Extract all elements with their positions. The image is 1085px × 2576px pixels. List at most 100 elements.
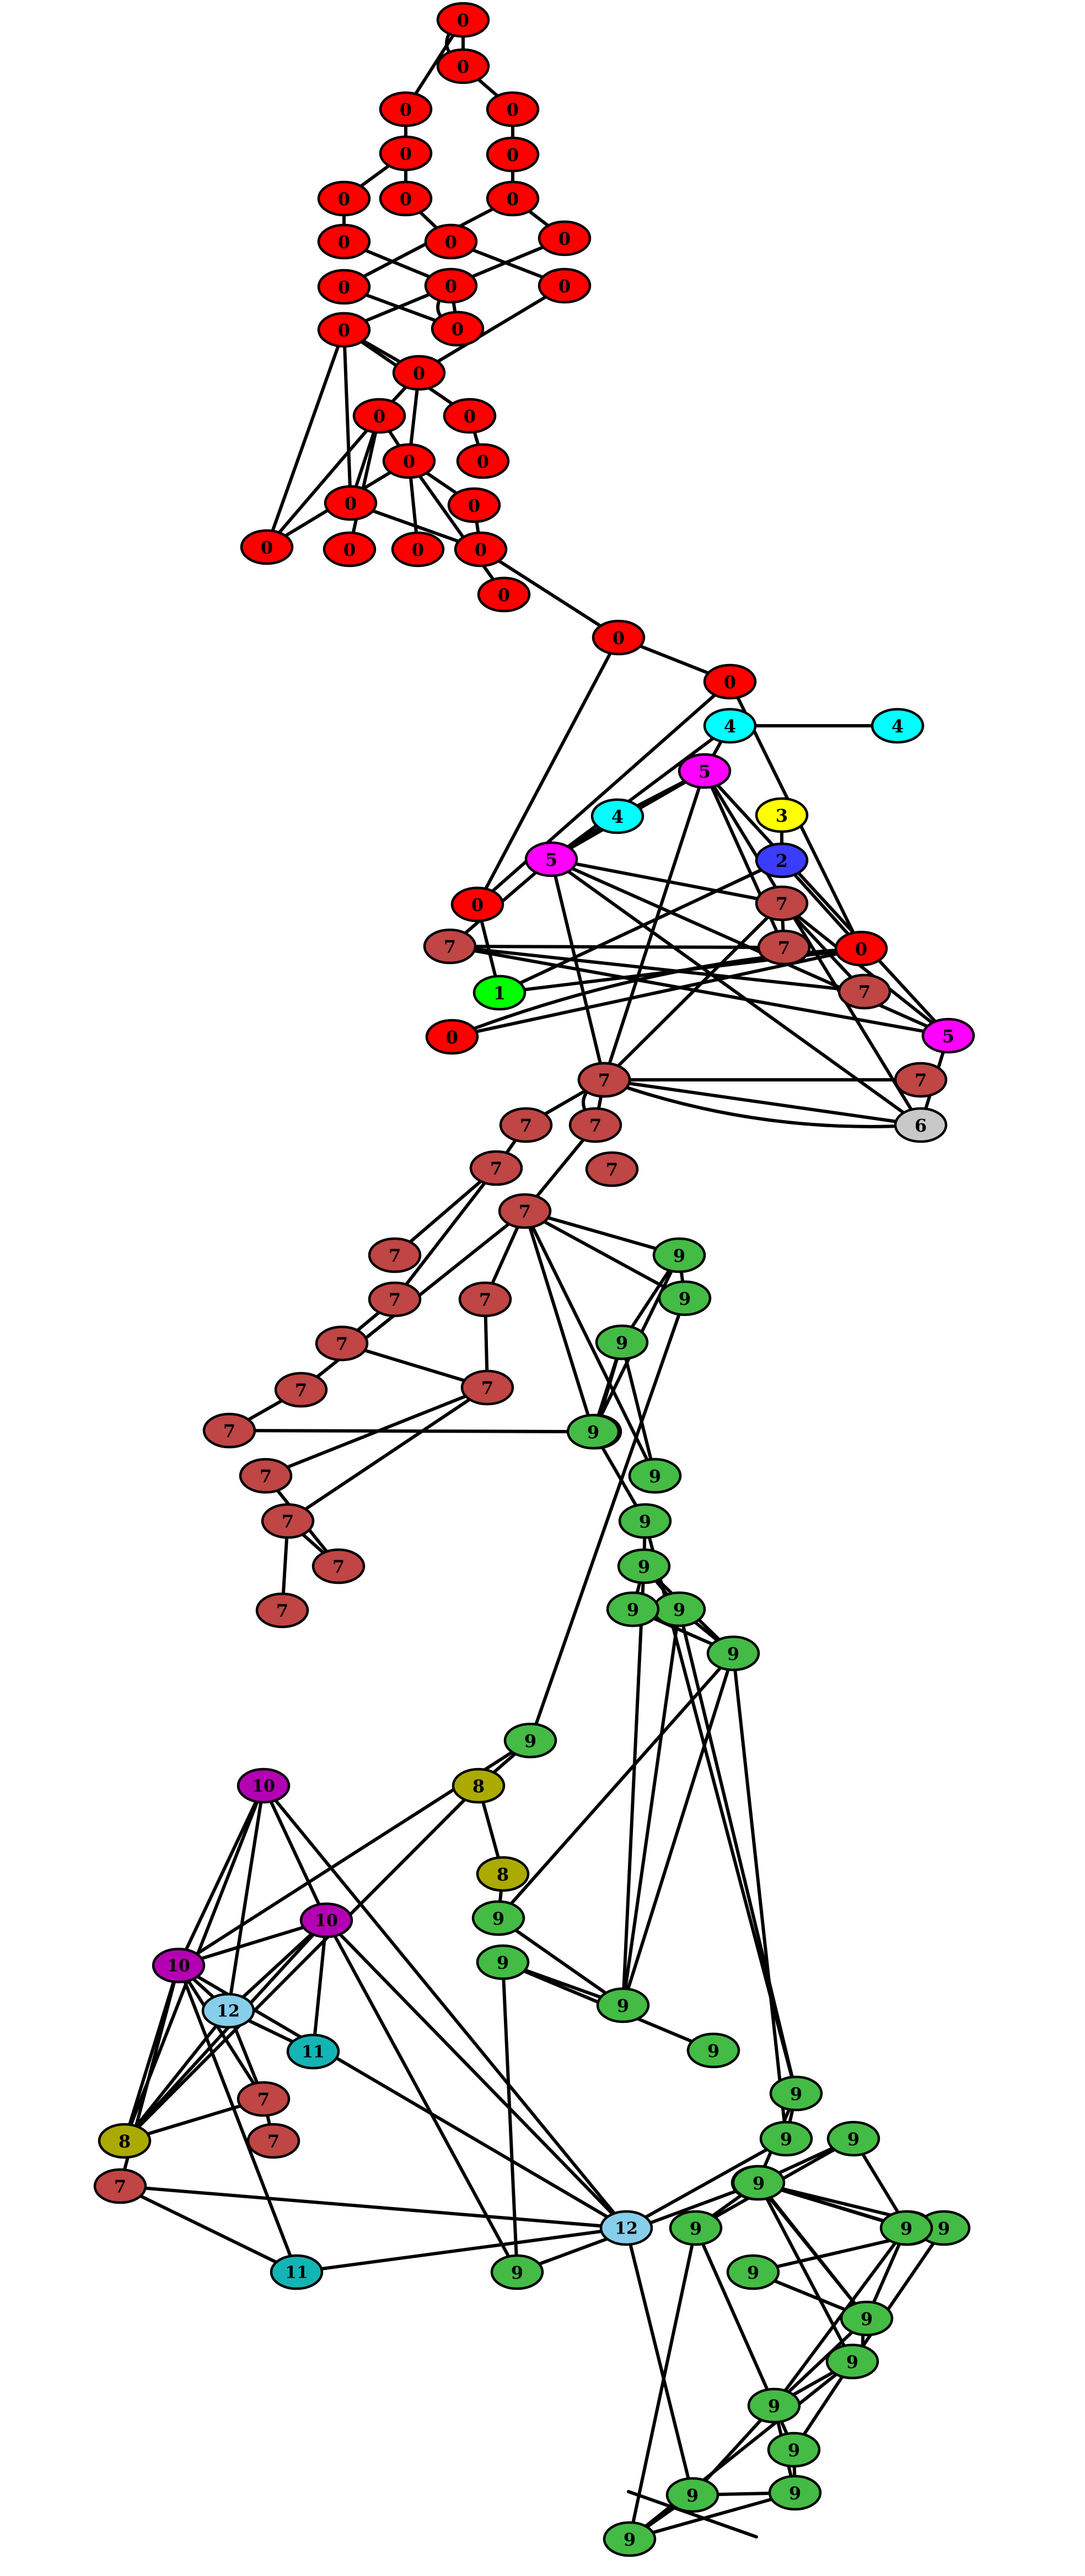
node-label: 0 (507, 144, 519, 165)
node-label: 5 (942, 1026, 954, 1047)
graph-node: 0 (436, 2, 490, 38)
node-ellipse (628, 1458, 682, 1494)
node-label: 7 (776, 893, 788, 914)
node-label: 0 (724, 672, 736, 693)
node-ellipse (840, 2300, 894, 2337)
graph-edge (523, 1209, 686, 1300)
node-ellipse (837, 973, 891, 1010)
graph-node: 7 (239, 1458, 293, 1494)
graph-node: 7 (837, 973, 891, 1010)
node-ellipse (270, 2254, 324, 2290)
node-label: 9 (938, 2218, 950, 2239)
node-label: 0 (507, 99, 519, 120)
graph-node: 7 (568, 1107, 622, 1143)
graph-edge (529, 1297, 686, 1742)
graph-edge (497, 1652, 735, 1920)
node-label: 8 (497, 1864, 509, 1885)
node-label: 0 (855, 939, 867, 960)
node-label: 9 (747, 2262, 759, 2283)
node-ellipse (477, 576, 531, 613)
graph-edge (625, 2137, 788, 2230)
graph-edge (757, 2181, 854, 2363)
graph-node: 9 (879, 2210, 933, 2246)
node-ellipse (767, 2432, 821, 2468)
graph-node: 4 (703, 708, 757, 744)
node-ellipse (424, 223, 478, 260)
graph-edge (523, 1209, 657, 1477)
graph-node: 7 (757, 929, 811, 966)
node-label: 7 (336, 1333, 348, 1354)
node-ellipse (472, 974, 527, 1011)
node-ellipse (503, 1722, 557, 1759)
node-ellipse (476, 1944, 530, 1980)
node-label: 4 (891, 716, 904, 737)
graph-node: 7 (368, 1237, 422, 1273)
graph-node: 6 (894, 1107, 948, 1143)
node-ellipse (686, 2032, 740, 2069)
node-label: 9 (624, 2529, 636, 2550)
graph-node: 0 (317, 269, 371, 305)
graph-edge (228, 1429, 595, 1433)
graph-edge (628, 2360, 854, 2541)
node-label: 7 (114, 2176, 126, 2197)
node-ellipse (152, 1947, 206, 1984)
graph-node: 0 (834, 930, 888, 967)
node-ellipse (486, 180, 540, 217)
nodes-layer: 0 0 0 0 0 0 0 0 0 0 0 0 0 0 0 0 0 0 0 0 0 0 0 0 0 0 0 0 0 0 0 4 4 5 4 3 5 2 7 0… (93, 2, 975, 2557)
graph-edge (177, 1784, 265, 1967)
graph-edge (603, 1078, 922, 1127)
graph-edge (123, 2009, 230, 2143)
graph-node: 9 (628, 1458, 682, 1494)
node-ellipse (834, 930, 888, 967)
node-ellipse (425, 1019, 479, 1055)
node-label: 8 (119, 2131, 131, 2152)
node-label: 7 (520, 1115, 532, 1136)
graph-node: 0 (240, 529, 294, 565)
node-label: 0 (475, 539, 487, 560)
node-ellipse (603, 2521, 657, 2557)
node-label: 0 (457, 10, 469, 31)
node-label: 9 (690, 2218, 702, 2239)
node-label: 9 (846, 2352, 858, 2373)
graph-node: 0 (379, 180, 433, 217)
node-ellipse (368, 1281, 422, 1318)
node-ellipse (524, 841, 578, 877)
graph-edge (311, 1919, 328, 2053)
graph-node: 7 (274, 1372, 328, 1408)
node-ellipse (757, 929, 811, 966)
node-label: 9 (789, 2483, 801, 2504)
graph-edge (780, 902, 950, 1037)
node-ellipse (486, 136, 540, 173)
graph-edge (262, 1784, 328, 1922)
node-label: 7 (519, 1201, 531, 1222)
graph-edge (628, 2491, 797, 2541)
graph-node: 9 (917, 2210, 971, 2246)
node-label: 9 (790, 2084, 802, 2104)
node-ellipse (658, 1280, 712, 1316)
node-ellipse (826, 2120, 880, 2157)
node-label: 7 (389, 1245, 401, 1266)
graph-node: 8 (98, 2123, 152, 2159)
graph-node: 9 (603, 2521, 657, 2557)
graph-node: 9 (596, 1987, 650, 2023)
node-ellipse (486, 91, 540, 127)
graph-node: 7 (255, 1592, 309, 1629)
node-label: 9 (639, 1511, 651, 1532)
node-label: 7 (257, 2089, 270, 2110)
graph-edge (227, 1784, 265, 2012)
node-ellipse (274, 1372, 328, 1408)
node-label: 7 (223, 1421, 235, 1442)
graph-node: 10 (299, 1902, 353, 1938)
node-label: 5 (545, 849, 557, 870)
graph-node: 0 (703, 663, 757, 700)
graph-node: 7 (93, 2168, 147, 2204)
node-label: 0 (471, 895, 484, 915)
node-ellipse (379, 180, 433, 217)
node-ellipse (379, 135, 433, 172)
graph-node: 0 (317, 223, 371, 260)
node-ellipse (592, 619, 646, 656)
graph-node: 0 (486, 136, 540, 173)
graph-edge (621, 1608, 681, 2007)
node-ellipse (458, 1281, 512, 1318)
graph-node: 10 (152, 1947, 206, 1984)
